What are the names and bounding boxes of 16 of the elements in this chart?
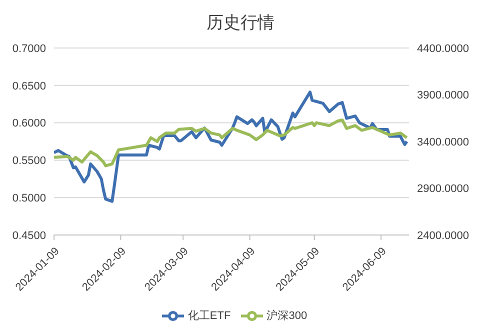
y2-tick-label: 2400.0000: [417, 230, 469, 242]
chart-title: 历史行情: [206, 12, 276, 34]
y-tick-label: 0.6000: [12, 118, 46, 130]
y-tick-label: 0.5000: [12, 192, 46, 205]
line-series: [54, 90, 408, 203]
y-tick-label: 0.4500: [12, 230, 46, 242]
y2-tick-label: 3900.0000: [417, 90, 469, 102]
y-tick-label: 0.7000: [12, 42, 46, 55]
y2-tick-label: 3400.0000: [417, 136, 469, 148]
legend-label: 化工ETF: [188, 310, 231, 322]
y2-tick-label: 4400.0000: [417, 42, 469, 55]
legend-label: 沪深300: [266, 310, 308, 322]
line-series: [54, 118, 408, 168]
y2-tick-label: 2900.0000: [417, 183, 469, 196]
y-tick-label: 0.5500: [12, 155, 46, 168]
y-tick-label: 0.6500: [12, 80, 46, 92]
